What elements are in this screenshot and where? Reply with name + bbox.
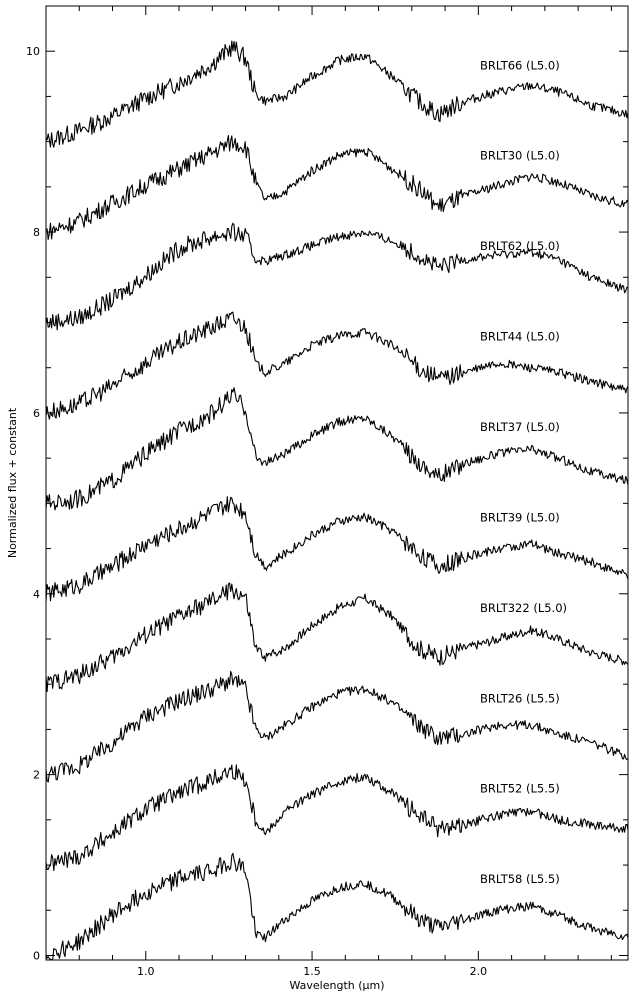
- x-tick-label: 1.0: [137, 965, 155, 978]
- series-label: BRLT37 (L5.0): [480, 420, 560, 434]
- series-label: BRLT44 (L5.0): [480, 330, 560, 344]
- series-label: BRLT66 (L5.0): [480, 58, 560, 72]
- spectrum-line: [45, 387, 629, 511]
- spectra-series: [45, 40, 629, 961]
- y-tick-label: 4: [33, 588, 40, 601]
- spectrum-line: [45, 134, 629, 240]
- spectrum-line: [45, 311, 629, 420]
- y-tick-label: 0: [33, 949, 40, 962]
- series-label: BRLT322 (L5.0): [480, 601, 567, 615]
- axis-ticks: [45, 5, 628, 960]
- series-label: BRLT58 (L5.5): [480, 872, 560, 886]
- series-label: BRLT62 (L5.0): [480, 239, 560, 253]
- series-labels: BRLT66 (L5.0) BRLT30 (L5.0) BRLT62 (L5.0) B…: [480, 58, 567, 886]
- series-label: BRLT26 (L5.5): [480, 691, 560, 705]
- x-axis-label: Wavelength (μm): [289, 979, 384, 992]
- x-tick-label: 1.5: [303, 965, 321, 978]
- x-tick-label: 2.0: [470, 965, 488, 978]
- series-label: BRLT52 (L5.5): [480, 782, 560, 796]
- y-tick-label: 6: [33, 407, 40, 420]
- spectrum-line: [45, 764, 629, 872]
- series-label: BRLT30 (L5.0): [480, 149, 560, 163]
- spectrum-line: [45, 582, 629, 693]
- spectrum-line: [45, 670, 629, 783]
- y-tick-label: 8: [33, 226, 40, 239]
- axis-tick-labels: 1.0 1.5 2.0 0 2 4 6 8 10: [26, 45, 487, 978]
- series-label: BRLT39 (L5.0): [480, 510, 560, 524]
- y-tick-label: 2: [33, 769, 40, 782]
- y-axis-label: Normalized flux + constant: [6, 407, 19, 558]
- spectrum-line: [45, 496, 629, 602]
- spectrum-line: [45, 852, 629, 961]
- spectrum-line: [45, 40, 629, 148]
- y-tick-label: 10: [26, 45, 40, 58]
- spectrum-line: [45, 222, 629, 331]
